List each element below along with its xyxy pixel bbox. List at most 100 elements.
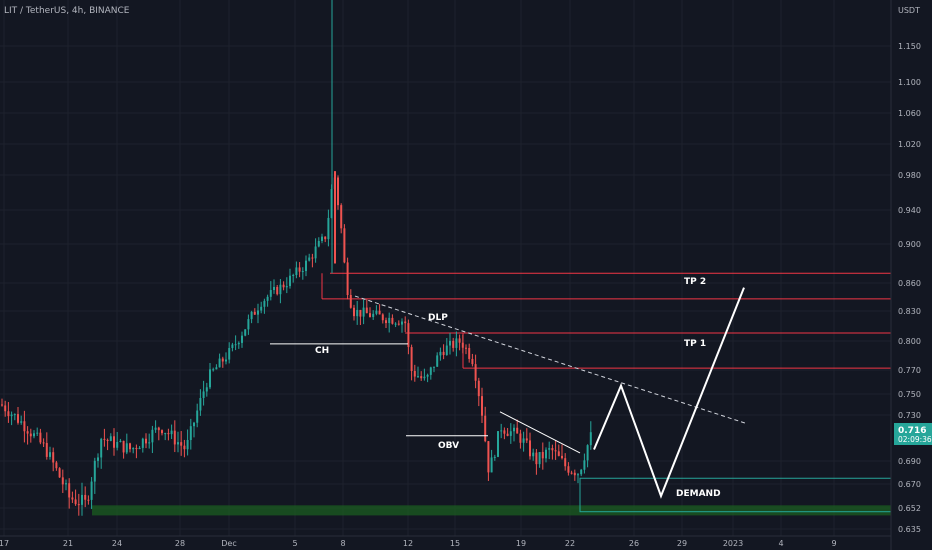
candle-body [423, 376, 426, 379]
candle-body [314, 246, 317, 259]
candle-body [241, 335, 243, 343]
x-tick-label: 4 [778, 539, 783, 548]
y-tick-label: 1.060 [898, 109, 921, 118]
candle-body [209, 369, 211, 388]
candle-body [340, 205, 343, 229]
candle-body [103, 438, 106, 440]
candle-body [397, 323, 400, 325]
candle-body [532, 452, 535, 457]
candle-body [484, 415, 487, 442]
candle-body [449, 340, 451, 346]
x-tick-label: 15 [450, 539, 460, 548]
candle-body [138, 447, 141, 450]
candle-body [119, 440, 122, 442]
candle-body [282, 284, 285, 288]
y-tick-label: 0.980 [898, 171, 921, 180]
candle-body [212, 369, 215, 371]
candle-body [55, 462, 58, 469]
label-tp1: TP 1 [684, 339, 706, 349]
candle-body [321, 236, 323, 241]
candle-body [285, 286, 288, 288]
y-tick-label: 1.100 [898, 78, 921, 87]
candle-body [74, 499, 77, 505]
candle-body [474, 364, 477, 381]
y-tick-label: 0.830 [898, 307, 921, 316]
y-tick-label: 0.900 [898, 240, 921, 249]
candle-body [417, 376, 419, 378]
candle-body [490, 457, 493, 473]
candle-body [394, 323, 397, 325]
candle-body [225, 359, 227, 362]
candle-body [420, 376, 423, 379]
candle-body [372, 313, 375, 317]
candle-body [481, 396, 483, 416]
candle-body [260, 306, 263, 311]
x-tick-label: 29 [677, 539, 687, 548]
candle-body [161, 430, 163, 434]
x-tick-label: 28 [175, 539, 185, 548]
candle-body [452, 340, 455, 348]
candle-body [522, 438, 525, 443]
candle-body [503, 430, 506, 434]
candle-body [100, 438, 103, 458]
candle-body [573, 472, 576, 476]
candle-body [445, 345, 448, 356]
candle-body [343, 228, 346, 263]
candle-body [170, 430, 173, 435]
drawings [270, 287, 746, 499]
candle-body [257, 310, 259, 315]
candle-body [353, 307, 355, 317]
currency-label: USDT [898, 6, 920, 15]
candle-body [529, 440, 531, 457]
candle-body [135, 447, 138, 450]
candle-body [407, 323, 410, 348]
candle-body [58, 468, 61, 478]
candle-body [301, 271, 304, 273]
candle-body [45, 442, 48, 457]
candle-body [410, 347, 413, 371]
x-tick-label: 2023 [723, 539, 743, 548]
candle-body [269, 290, 272, 297]
candle-body [487, 441, 490, 473]
candles [1, 0, 592, 516]
y-tick-label: 0.770 [898, 366, 921, 375]
candle-body [509, 431, 512, 436]
candle-body [385, 320, 387, 324]
candle-body [455, 338, 458, 348]
candle-body [116, 441, 119, 448]
candle-body [442, 351, 445, 356]
candle-body [561, 455, 563, 459]
candle-body [577, 474, 579, 476]
candle-body [317, 240, 320, 247]
candle-body [247, 319, 250, 330]
candle-body [369, 313, 371, 317]
candle-body [589, 432, 592, 446]
last-price: 0.716 [898, 426, 926, 436]
candle-body [337, 177, 339, 206]
candle-body [292, 274, 295, 276]
candle-body [221, 358, 224, 362]
candle-body [554, 450, 557, 452]
candle-body [263, 300, 266, 307]
grid [0, 0, 891, 536]
candle-body [375, 310, 378, 314]
x-tick-label: 21 [63, 539, 73, 548]
y-tick-label: 0.800 [898, 337, 921, 346]
candle-body [586, 445, 589, 461]
candle-body [106, 439, 109, 441]
candle-body [167, 433, 170, 435]
candle-body [250, 311, 253, 320]
candle-body [154, 427, 157, 430]
candle-body [234, 344, 237, 346]
candle-body [65, 483, 67, 485]
candle-body [580, 469, 583, 475]
candle-body [90, 481, 93, 500]
candle-body [388, 317, 391, 324]
x-tick-label: 17 [0, 539, 9, 548]
candle-body [180, 442, 183, 446]
candle-body [132, 447, 135, 450]
x-tick-label: 26 [629, 539, 639, 548]
zones [92, 272, 892, 516]
candle-body [125, 443, 128, 453]
candle-body [199, 397, 202, 411]
